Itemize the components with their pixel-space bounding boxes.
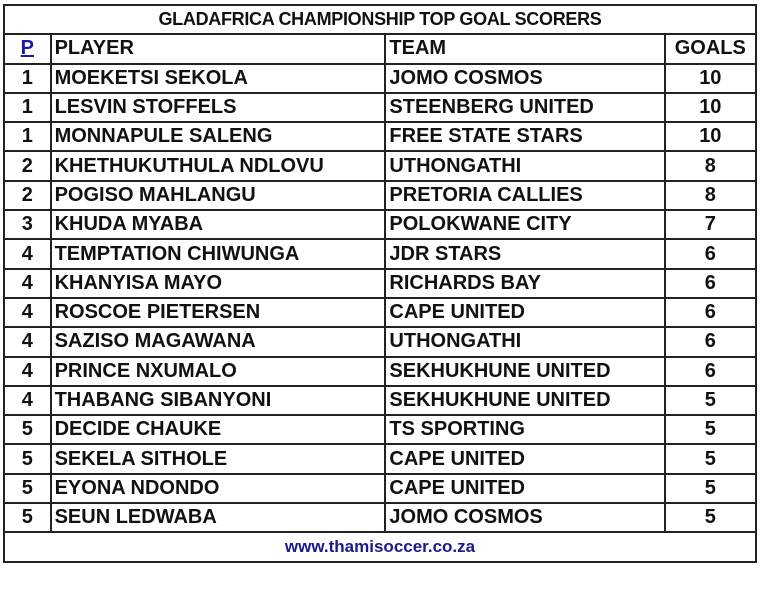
table-row: 5 SEUN LEDWABA JOMO COSMOS 5 xyxy=(3,502,758,534)
team-cell: UTHONGATHI xyxy=(384,150,666,182)
goals-cell: 6 xyxy=(663,355,758,387)
table-row: 2 KHETHUKUTHULA NDLOVU UTHONGATHI 8 xyxy=(3,150,758,182)
goals-cell: 5 xyxy=(663,414,758,446)
goals-cell: 6 xyxy=(663,267,758,299)
team-cell: JDR STARS xyxy=(384,238,666,270)
player-cell: SAZISO MAGAWANA xyxy=(49,326,387,358)
table-row: 4 KHANYISA MAYO RICHARDS BAY 6 xyxy=(3,267,758,299)
goals-cell: 10 xyxy=(663,121,758,153)
table-row: 4 ROSCOE PIETERSEN CAPE UNITED 6 xyxy=(3,296,758,329)
footer-row: www.thamisoccer.co.za xyxy=(3,531,757,563)
position-cell: 1 xyxy=(3,91,52,124)
header-goals: GOALS xyxy=(663,33,758,65)
pos-sort-link[interactable]: P xyxy=(20,37,34,60)
position-cell: 4 xyxy=(3,384,52,417)
table-row: 3 KHUDA MYABA POLOKWANE CITY 7 xyxy=(3,209,758,241)
player-cell: TEMPTATION CHIWUNGA xyxy=(49,238,387,270)
position-cell: 5 xyxy=(3,472,52,505)
player-cell: DECIDE CHAUKE xyxy=(49,414,387,446)
top-scorers-table: GLADAFRICA CHAMPIONSHIP TOP GOAL SCORERS… xyxy=(3,3,758,563)
player-cell: EYONA NDONDO xyxy=(49,472,387,505)
table-row: 4 PRINCE NXUMALO SEKHUKHUNE UNITED 6 xyxy=(3,355,758,387)
table-row: 2 POGISO MAHLANGU PRETORIA CALLIES 8 xyxy=(3,179,758,212)
header-row: P PLAYER TEAM GOALS xyxy=(3,33,758,65)
goals-cell: 8 xyxy=(663,150,758,182)
goals-cell: 5 xyxy=(663,443,758,475)
position-cell: 1 xyxy=(3,62,52,94)
player-cell: LESVIN STOFFELS xyxy=(49,91,387,124)
player-cell: MONNAPULE SALENG xyxy=(49,121,387,153)
player-cell: SEKELA SITHOLE xyxy=(49,443,387,475)
team-cell: POLOKWANE CITY xyxy=(384,209,666,241)
position-cell: 2 xyxy=(3,179,52,212)
position-cell: 5 xyxy=(3,414,52,446)
position-cell: 4 xyxy=(3,355,52,387)
team-cell: UTHONGATHI xyxy=(384,326,666,358)
team-cell: SEKHUKHUNE UNITED xyxy=(384,384,666,417)
header-pos[interactable]: P xyxy=(3,33,52,65)
player-cell: KHETHUKUTHULA NDLOVU xyxy=(49,150,387,182)
position-cell: 5 xyxy=(3,443,52,475)
header-player: PLAYER xyxy=(49,33,387,65)
team-cell: STEENBERG UNITED xyxy=(384,91,666,124)
header-team: TEAM xyxy=(384,33,666,65)
team-cell: FREE STATE STARS xyxy=(384,121,666,153)
player-cell: MOEKETSI SEKOLA xyxy=(49,62,387,94)
position-cell: 3 xyxy=(3,209,52,241)
position-cell: 4 xyxy=(3,238,52,270)
position-cell: 5 xyxy=(3,502,52,534)
website-link[interactable]: www.thamisoccer.co.za xyxy=(3,531,757,563)
player-cell: KHANYISA MAYO xyxy=(49,267,387,299)
player-cell: KHUDA MYABA xyxy=(49,209,387,241)
goals-cell: 7 xyxy=(663,209,758,241)
player-cell: POGISO MAHLANGU xyxy=(49,179,387,212)
team-cell: PRETORIA CALLIES xyxy=(384,179,666,212)
table-row: 1 MOEKETSI SEKOLA JOMO COSMOS 10 xyxy=(3,62,758,94)
table-row: 5 DECIDE CHAUKE TS SPORTING 5 xyxy=(3,414,758,446)
position-cell: 4 xyxy=(3,267,52,299)
player-cell: PRINCE NXUMALO xyxy=(49,355,387,387)
table-title: GLADAFRICA CHAMPIONSHIP TOP GOAL SCORERS xyxy=(3,3,757,36)
player-cell: ROSCOE PIETERSEN xyxy=(49,296,387,329)
table-row: 4 THABANG SIBANYONI SEKHUKHUNE UNITED 5 xyxy=(3,384,758,417)
goals-cell: 6 xyxy=(663,326,758,358)
table-row: 5 SEKELA SITHOLE CAPE UNITED 5 xyxy=(3,443,758,475)
player-cell: SEUN LEDWABA xyxy=(49,502,387,534)
goals-cell: 5 xyxy=(663,502,758,534)
team-cell: CAPE UNITED xyxy=(384,296,666,329)
table-row: 4 SAZISO MAGAWANA UTHONGATHI 6 xyxy=(3,326,758,358)
goals-cell: 5 xyxy=(663,472,758,505)
table-row: 1 LESVIN STOFFELS STEENBERG UNITED 10 xyxy=(3,91,758,124)
table-row: 1 MONNAPULE SALENG FREE STATE STARS 10 xyxy=(3,121,758,153)
team-cell: JOMO COSMOS xyxy=(384,502,666,534)
team-cell: SEKHUKHUNE UNITED xyxy=(384,355,666,387)
team-cell: CAPE UNITED xyxy=(384,443,666,475)
position-cell: 1 xyxy=(3,121,52,153)
goals-cell: 10 xyxy=(663,62,758,94)
goals-cell: 6 xyxy=(663,296,758,329)
position-cell: 4 xyxy=(3,326,52,358)
team-cell: TS SPORTING xyxy=(384,414,666,446)
goals-cell: 5 xyxy=(663,384,758,417)
team-cell: RICHARDS BAY xyxy=(384,267,666,299)
position-cell: 4 xyxy=(3,296,52,329)
player-cell: THABANG SIBANYONI xyxy=(49,384,387,417)
team-cell: JOMO COSMOS xyxy=(384,62,666,94)
team-cell: CAPE UNITED xyxy=(384,472,666,505)
table-row: 4 TEMPTATION CHIWUNGA JDR STARS 6 xyxy=(3,238,758,270)
table-row: 5 EYONA NDONDO CAPE UNITED 5 xyxy=(3,472,758,505)
goals-cell: 6 xyxy=(663,238,758,270)
goals-cell: 8 xyxy=(663,179,758,212)
goals-cell: 10 xyxy=(663,91,758,124)
title-row: GLADAFRICA CHAMPIONSHIP TOP GOAL SCORERS xyxy=(3,3,757,36)
position-cell: 2 xyxy=(3,150,52,182)
